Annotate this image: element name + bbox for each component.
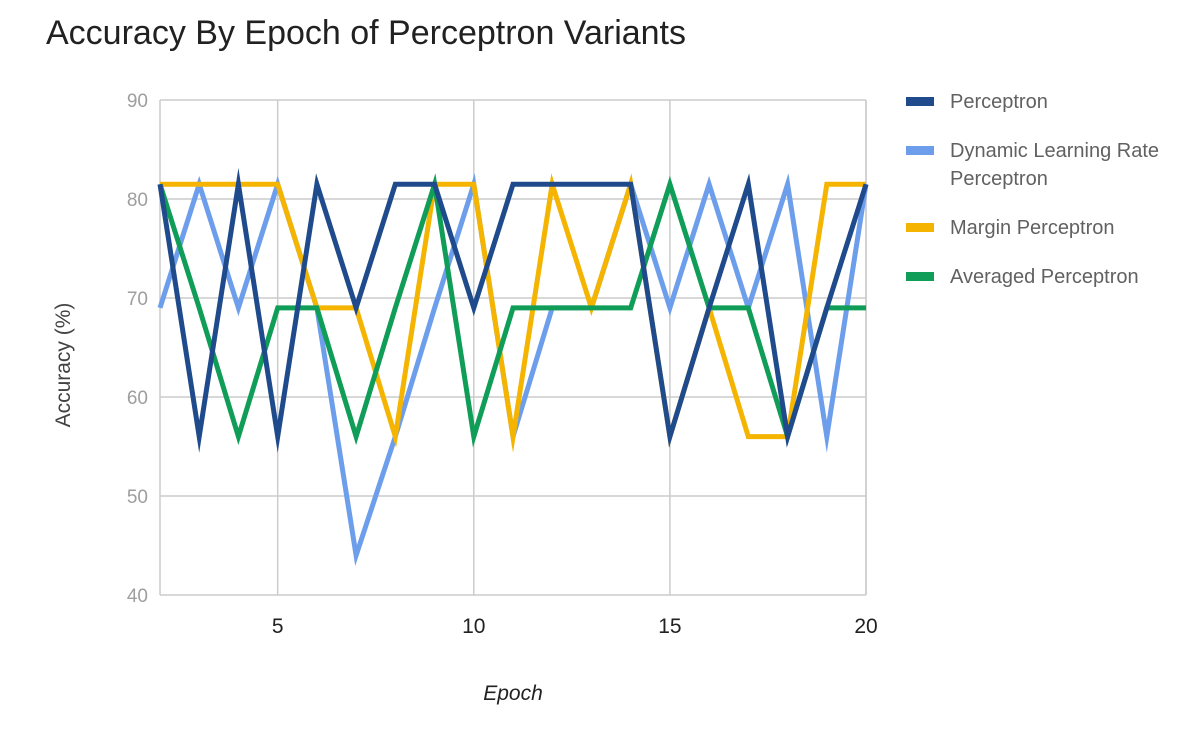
- x-tick-label: 5: [272, 615, 284, 638]
- legend-label: Perceptron: [950, 91, 1048, 113]
- legend-swatch: [906, 223, 934, 232]
- legend-swatch: [906, 146, 934, 155]
- chart-title: Accuracy By Epoch of Perceptron Variants: [46, 14, 687, 52]
- x-tick-label: 20: [854, 615, 877, 638]
- y-tick-label: 50: [127, 487, 148, 508]
- y-tick-label: 60: [127, 388, 148, 409]
- y-tick-label: 40: [127, 586, 148, 607]
- series-line-averaged-perceptron: [157, 173, 866, 448]
- series-line-perceptron: [157, 167, 869, 453]
- legend-label: Averaged Perceptron: [950, 266, 1139, 288]
- y-axis-label: Accuracy (%): [52, 303, 75, 428]
- legend-item-margin: Margin Perceptron: [906, 214, 1196, 242]
- legend-swatch: [906, 97, 934, 106]
- y-tick-label: 80: [127, 190, 148, 211]
- legend-label: Margin Perceptron: [950, 217, 1115, 239]
- series-lines: [157, 167, 869, 566]
- y-tick-label: 90: [127, 91, 148, 112]
- x-tick-labels: 5 10 15 20: [272, 615, 878, 638]
- x-tick-label: 15: [658, 615, 681, 638]
- series-line-margin-perceptron: [160, 173, 866, 453]
- legend-item-dynamic-learning-rate: Dynamic Learning Rate Perceptron: [906, 137, 1196, 193]
- y-tick-labels: 40 50 60 70 80 90: [127, 91, 148, 607]
- legend-swatch: [906, 272, 934, 281]
- x-tick-label: 10: [462, 615, 485, 638]
- legend: Perceptron Dynamic Learning Rate Percept…: [906, 88, 1196, 312]
- y-tick-label: 70: [127, 289, 148, 310]
- legend-item-averaged: Averaged Perceptron: [906, 263, 1196, 291]
- legend-item-perceptron: Perceptron: [906, 88, 1196, 116]
- legend-label: Dynamic Learning Rate Perceptron: [950, 140, 1159, 190]
- x-axis-label: Epoch: [483, 682, 543, 705]
